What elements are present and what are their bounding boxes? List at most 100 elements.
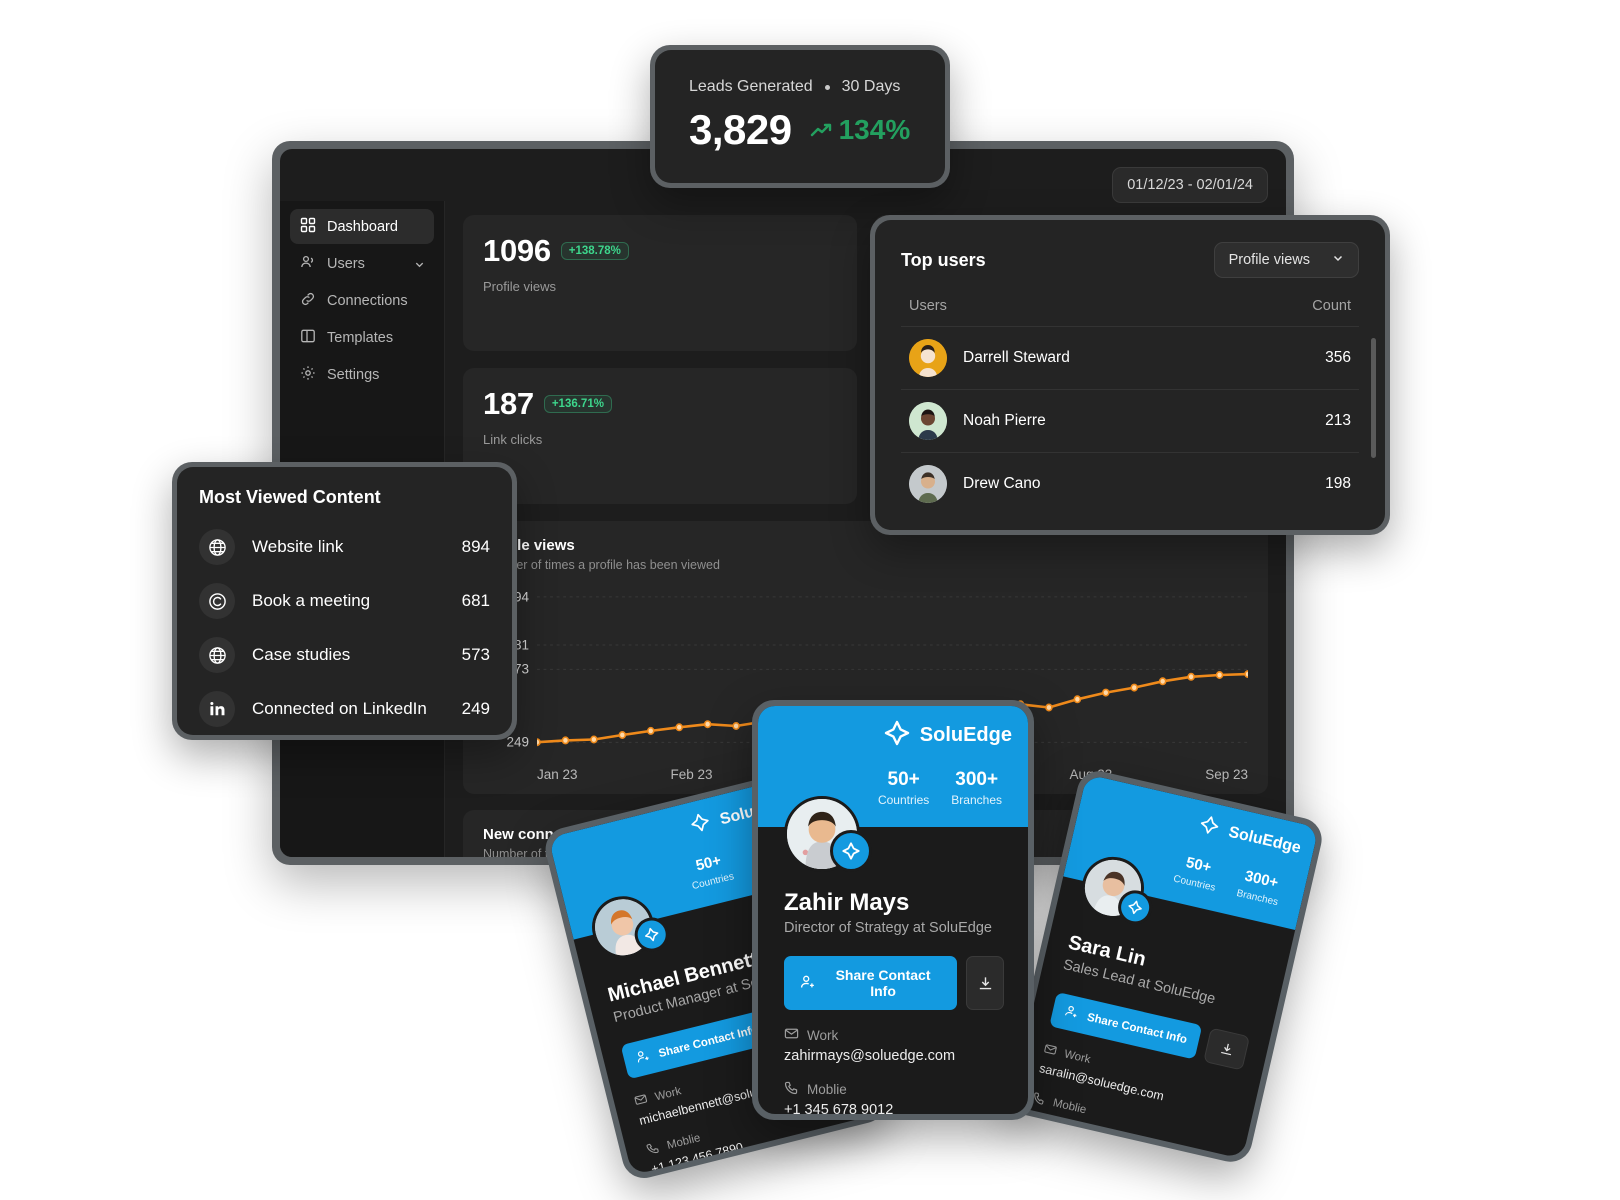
chart-data-point [1188,674,1194,680]
contact-name: Zahir Mays [784,889,910,916]
content-label: Connected on LinkedIn [252,699,427,718]
download-contact-button[interactable] [1203,1027,1251,1071]
top-users-card: Top users Profile views Users Count [870,215,1390,535]
kpi-value: 187 [483,386,534,421]
leads-title: Leads Generated [689,78,813,95]
table-row[interactable]: Darrell Steward 356 [901,326,1359,389]
mobile-field: Moblie +1 987 654 3210 [1027,1090,1230,1159]
template-icon [300,328,316,348]
chart-data-point [1245,671,1248,677]
top-users-metric-select[interactable]: Profile views [1213,242,1359,278]
chart-data-point [705,721,711,727]
person-add-icon [1063,1003,1080,1023]
sidebar-item-templates[interactable]: Templates [290,320,434,355]
mail-icon [633,1092,649,1111]
work-field: Work saralin@soluedge.com [1038,1042,1241,1120]
chart-subtitle: Number of times a profile has been viewe… [483,558,720,572]
stat-branches: 300+ Branches [951,769,1002,809]
sidebar-item-label: Dashboard [327,218,398,235]
chart-data-point [1131,684,1137,690]
work-label: Work [1062,1048,1092,1067]
chart-data-point [1160,678,1166,684]
chart-data-point [676,724,682,730]
app-topbar: 01/12/23 - 02/01/24 [280,149,1286,203]
sidebar-item-label: Connections [327,292,408,309]
download-contact-button[interactable] [966,956,1004,1010]
soluedge-badge-icon [830,830,872,872]
soluedge-logo-icon [884,720,910,751]
users-icon [300,254,316,274]
stat-value: 300+ [955,769,999,790]
card-banner: SoluEdge 50+ Countries 300+ Branches [758,706,1028,827]
user-name: Noah Pierre [963,412,1046,429]
chevron-down-icon[interactable] [414,258,425,274]
kpi-label: Link clicks [483,432,543,447]
scrollbar-thumb[interactable] [1371,338,1376,458]
grid-icon [300,217,316,237]
table-row[interactable]: Drew Cano 198 [901,452,1359,515]
leads-header: Leads Generated 30 Days [689,78,911,96]
contact-role: Director of Strategy at SoluEdge [784,920,992,936]
sidebar-item-users[interactable]: Users [290,246,434,281]
mobile-label: Moblie [1051,1097,1088,1117]
column-header-users: Users [909,298,947,314]
link-icon [300,291,316,311]
avatar-block [784,796,872,872]
sidebar-item-connections[interactable]: Connections [290,283,434,318]
content-label: Book a meeting [252,591,371,610]
share-label: Share Contact Info [835,967,931,999]
stat-countries: 50+ Countries [1172,852,1222,896]
mobile-field: Moblie +1 123 456 7890 [645,1090,867,1175]
stat-value: 50+ [1184,853,1213,877]
content-label: Case studies [252,645,351,664]
list-item[interactable]: Website link 894 [199,520,490,574]
content-label: Website link [252,537,344,556]
trend-up-icon [810,114,834,146]
stat-label: Countries [690,871,736,893]
list-item[interactable]: Case studies 573 [199,628,490,682]
x-axis-tick: Sep 23 [1205,767,1248,782]
person-add-icon [800,974,816,993]
stat-countries: 50+ Countries [878,769,929,809]
stat-value: 300+ [1243,867,1280,892]
sidebar-item-settings[interactable]: Settings [290,357,434,392]
mobile-field: Moblie +1 345 678 9012 [784,1080,1004,1115]
content-count: 894 [461,537,490,556]
share-contact-info-button[interactable]: Share Contact Info [784,956,958,1010]
work-label: Work [653,1085,683,1104]
linkedin-icon [199,691,235,727]
soluedge-logo-icon [688,810,713,839]
stat-label: Branches [1235,887,1280,909]
work-value: zahirmays@soluedge.com [784,1048,956,1064]
kpi-value: 1096 [483,233,551,268]
phone-icon [784,1080,799,1098]
stat-label: Branches [951,793,1002,807]
leads-generated-card: Leads Generated 30 Days 3,829 134% [650,45,950,188]
kpi-card-profile-views: 1096 +138.78% Profile views [463,215,857,351]
list-item[interactable]: Book a meeting 681 [199,574,490,628]
stat-label: Countries [877,793,930,807]
sidebar-item-label: Settings [327,366,380,383]
card-banner: SoluEdge 50+ Countries 300+ Branches [548,775,824,940]
stat-branches: 300+ Branches [1235,867,1284,911]
share-contact-info-button[interactable]: Share Contact Info [1049,991,1203,1060]
contact-card-zahir: SoluEdge 50+ Countries 300+ Branches [752,700,1034,1120]
date-range-picker[interactable]: 01/12/23 - 02/01/24 [1112,167,1268,203]
list-item[interactable]: Connected on LinkedIn 249 [199,682,490,736]
stat-value: 50+ [887,769,920,790]
chart-data-point [1046,704,1052,710]
content-count: 249 [461,699,490,718]
user-name: Drew Cano [963,475,1041,492]
stat-countries: 50+ Countries [686,850,736,894]
work-label: Work [807,1027,839,1043]
leads-change: 134% [810,114,910,146]
chart-data-point [591,736,597,742]
sidebar-item-dashboard[interactable]: Dashboard [290,209,434,244]
gear-icon [300,365,316,385]
avatar [909,465,947,503]
table-row[interactable]: Noah Pierre 213 [901,389,1359,452]
contact-card-michael: SoluEdge 50+ Countries 300+ Branches [540,768,890,1183]
x-axis-tick: Feb 23 [670,767,713,782]
share-contact-info-button[interactable]: Share Contact Info [620,1009,774,1080]
user-count: 356 [1325,349,1351,366]
